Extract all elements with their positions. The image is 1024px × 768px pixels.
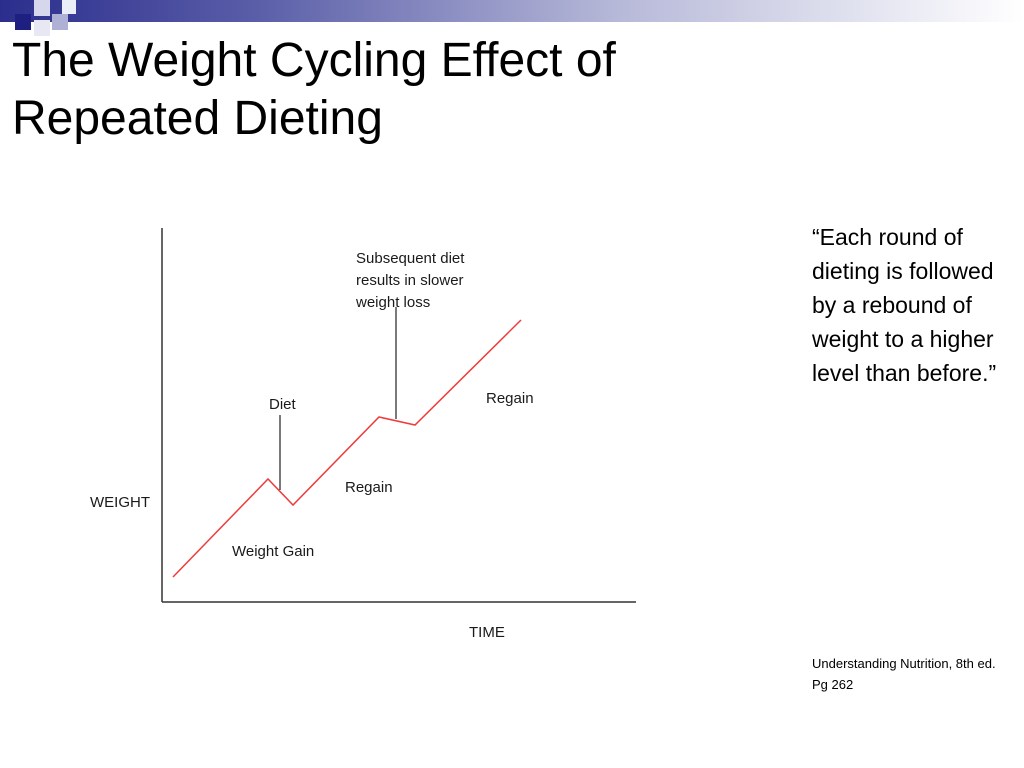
subsequent-diet-label-line3: weight loss (355, 294, 430, 311)
citation: Understanding Nutrition, 8th ed. Pg 262 (812, 656, 1002, 698)
decorative-square (62, 0, 76, 14)
regain-label-1: Regain (345, 479, 393, 496)
header-gradient-bar (0, 0, 1024, 22)
decorative-square (15, 14, 31, 30)
weight-curve (172, 319, 522, 578)
x-axis-label: TIME (469, 624, 505, 641)
decorative-square (34, 0, 50, 16)
citation-page: Pg 262 (812, 677, 854, 692)
regain-label-2: Regain (486, 390, 534, 407)
decorative-square (52, 14, 68, 30)
slide-title: The Weight Cycling Effect of Repeated Di… (12, 34, 616, 145)
citation-source: Understanding Nutrition, 8th ed. (812, 656, 996, 671)
diet-label: Diet (269, 396, 297, 413)
subsequent-diet-label-line2: results in slower (356, 272, 464, 289)
weight-gain-label: Weight Gain (232, 543, 314, 560)
subsequent-diet-label-line1: Subsequent diet (356, 250, 465, 267)
y-axis-label: WEIGHT (90, 494, 150, 511)
decorative-square (34, 20, 50, 36)
quote-text: “Each round of dieting is followed by a … (812, 224, 997, 386)
